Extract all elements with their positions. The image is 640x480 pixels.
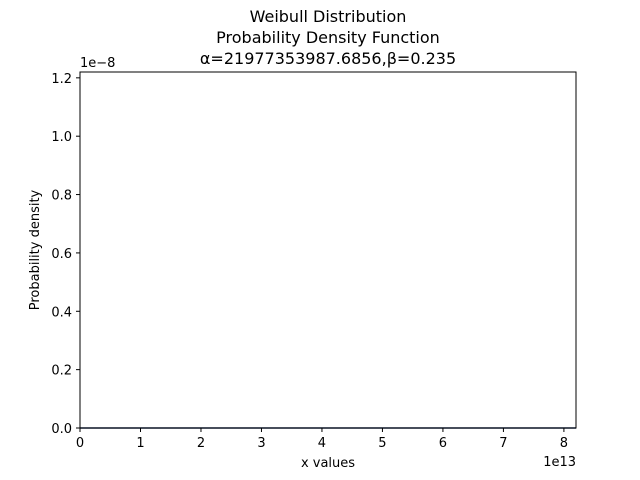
chart-title-line-2: Probability Density Function — [216, 28, 440, 47]
y-tick-label: 0.4 — [51, 305, 72, 320]
x-tick-label: 1 — [136, 436, 144, 451]
x-tick-label: 3 — [257, 436, 265, 451]
y-tick-label: 0.2 — [51, 364, 72, 379]
y-tick-label: 0.0 — [51, 422, 72, 437]
x-tick-label: 6 — [439, 436, 447, 451]
x-tick-label: 2 — [197, 436, 205, 451]
y-tick-label: 0.8 — [51, 189, 72, 204]
y-tick-label: 1.0 — [51, 130, 72, 145]
plot-area — [80, 72, 576, 428]
y-axis-offset-label: 1e−8 — [80, 56, 115, 71]
x-tick-label: 0 — [76, 436, 84, 451]
y-axis-label: Probability density — [28, 189, 43, 310]
x-tick-label: 4 — [318, 436, 326, 451]
plot-frame — [79, 71, 577, 429]
y-tick-label: 1.2 — [51, 72, 72, 87]
x-tick-label: 5 — [378, 436, 386, 451]
y-tick-label: 0.6 — [51, 247, 72, 262]
x-axis-ticks: 0 1 2 3 4 5 6 7 8 — [76, 428, 568, 451]
chart-title-line-3: α=21977353987.6856,β=0.235 — [200, 49, 456, 68]
y-axis-ticks: 0.0 0.2 0.4 0.6 0.8 1.0 1.2 — [51, 72, 80, 437]
x-axis-label: x values — [301, 456, 355, 471]
x-tick-label: 7 — [499, 436, 507, 451]
x-axis-offset-label: 1e13 — [543, 455, 576, 470]
x-tick-label: 8 — [560, 436, 568, 451]
chart-title-line-1: Weibull Distribution — [250, 7, 407, 26]
